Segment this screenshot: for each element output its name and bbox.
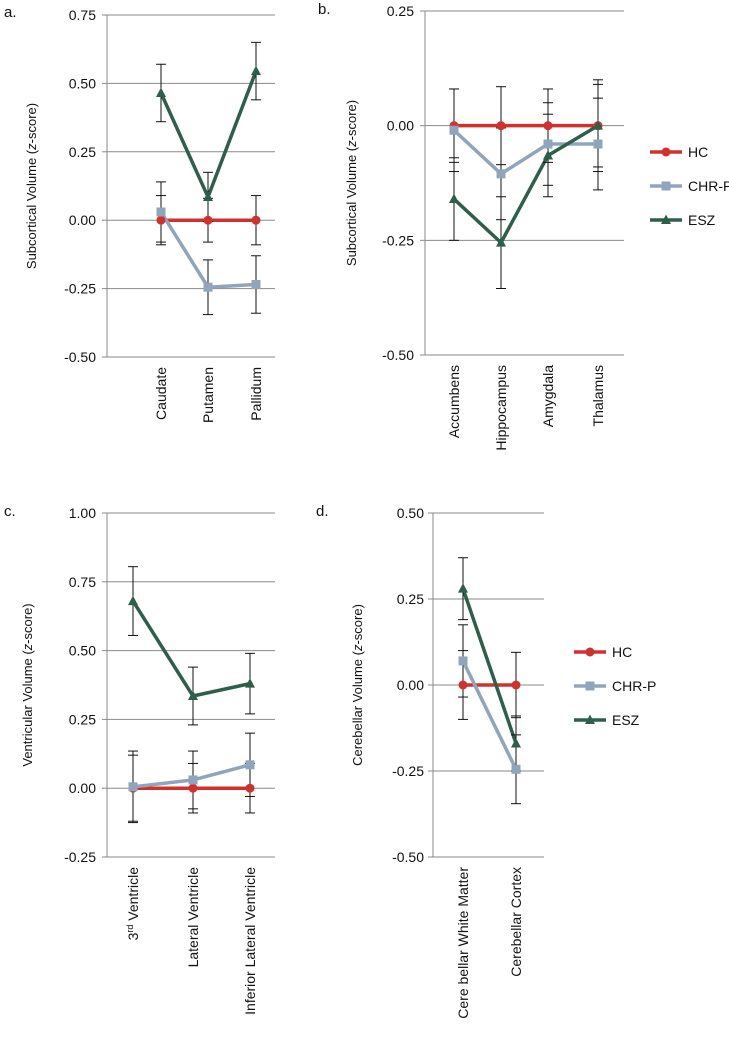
y-tick-label: -0.25: [382, 232, 414, 248]
chart-panel-c: c. 1.00 0.75 0.50 0.25 0.00 -0.25 Ventricular V…: [4, 503, 275, 1015]
y-tick-label: 0.00: [69, 212, 96, 228]
data-point-hc: [251, 215, 261, 225]
data-point-chr-p: [245, 760, 255, 770]
data-point-esz: [203, 191, 213, 201]
y-tick-label: 0.50: [69, 75, 96, 91]
data-point-esz: [251, 65, 261, 76]
data-point-chr-p: [188, 775, 198, 785]
x-tick-label: Inferior Lateral Ventricle: [242, 867, 258, 1015]
x-tick-label: 3rd Ventricle: [125, 867, 141, 941]
legend-label-chr-p: CHR-P: [612, 678, 656, 694]
legend-label-esz: ESZ: [688, 212, 716, 228]
data-point-chr-p: [496, 169, 506, 179]
x-tick-label: Thalamus: [590, 365, 606, 426]
data-point-chr-p: [156, 207, 166, 217]
legend: HC CHR-P ESZ: [574, 644, 656, 728]
data-point-hc: [543, 121, 553, 131]
y-tick-label: -0.50: [64, 349, 96, 365]
x-tick-label: Amygdala: [540, 365, 556, 427]
series-line-chr-p: [452, 128, 598, 176]
y-axis-title: Cerebellar Volume (z-score): [350, 604, 365, 766]
panel-label: b.: [318, 1, 331, 18]
x-tick-label: Pallidum: [248, 367, 264, 421]
panel-label: d.: [316, 503, 329, 520]
data-point-hc: [511, 680, 521, 690]
y-tick-label: -0.50: [392, 849, 424, 865]
series-line-esz: [452, 124, 599, 245]
data-point-hc: [458, 680, 468, 690]
legend-label-hc: HC: [688, 144, 708, 160]
data-point-esz: [156, 87, 166, 97]
data-point-chr-p: [543, 139, 553, 149]
y-tick-label: -0.25: [64, 849, 96, 865]
legend-marker-esz: [585, 714, 595, 724]
y-tick-label: 0.00: [397, 677, 424, 693]
y-tick-label: 0.75: [69, 574, 96, 590]
data-point-hc: [188, 783, 198, 793]
data-point-chr-p: [251, 279, 261, 289]
legend-marker-chr-p: [585, 681, 595, 691]
legend-marker-esz: [661, 214, 671, 224]
data-point-esz: [496, 237, 506, 247]
y-tick-label: 1.00: [69, 505, 96, 521]
data-point-chr-p: [511, 764, 521, 774]
data-point-chr-p: [203, 282, 213, 292]
series-line-esz: [461, 588, 518, 745]
data-point-chr-p: [593, 139, 603, 149]
y-tick-label: 0.00: [69, 780, 96, 796]
data-point-hc: [496, 121, 506, 131]
x-tick-label: Putamen: [200, 367, 216, 423]
chart-panel-b: b. 0.25 0.00 -0.25 -0.50 Subcortical Volume (…: [318, 1, 729, 451]
data-point-chr-p: [128, 782, 138, 792]
chart-panel-d: d. 0.50 0.25 0.00 -0.25 -0.50 Cerebellar Volum…: [316, 503, 656, 1019]
y-tick-label: 0.25: [69, 144, 96, 160]
series-line-esz: [131, 600, 251, 698]
x-tick-label: Cere bellar White Matter: [455, 867, 471, 1019]
x-tick-label: Lateral Ventricle: [185, 867, 201, 968]
y-tick-label: 0.00: [387, 118, 414, 134]
x-tick-label: Caudate: [153, 367, 169, 420]
data-point-hc: [156, 215, 166, 225]
y-axis-title: Subcortical Volume (z-score): [24, 103, 39, 269]
data-point-chr-p: [449, 125, 459, 135]
y-tick-label: -0.25: [64, 281, 96, 297]
y-tick-label: 0.25: [69, 711, 96, 727]
x-tick-label: Hippocampus: [493, 365, 509, 451]
data-point-hc: [245, 783, 255, 793]
data-point-esz: [449, 193, 459, 204]
data-point-esz: [245, 678, 255, 688]
y-tick-label: 0.50: [397, 505, 424, 521]
series-line-chr-p: [461, 660, 518, 771]
data-point-chr-p: [458, 656, 468, 666]
x-tick-label: Cerebellar Cortex: [508, 867, 524, 977]
y-tick-label: -0.50: [382, 347, 414, 363]
legend-marker-hc: [661, 147, 671, 157]
legend-label-chr-p: CHR-P: [688, 178, 729, 194]
legend-marker-hc: [585, 647, 595, 657]
y-axis-title: Ventricular Volume (z-score): [20, 603, 35, 766]
data-point-esz: [593, 120, 603, 130]
legend-label-esz: ESZ: [612, 712, 640, 728]
y-tick-label: 0.75: [69, 7, 96, 23]
data-point-esz: [458, 583, 468, 593]
x-tick-label: Accumbens: [446, 365, 462, 438]
data-point-esz: [543, 149, 553, 160]
y-tick-label: 0.50: [69, 643, 96, 659]
panel-label: a.: [4, 4, 17, 21]
y-tick-label: 0.25: [387, 3, 414, 19]
y-tick-label: -0.25: [392, 763, 424, 779]
y-tick-label: 0.25: [397, 591, 424, 607]
data-point-esz: [128, 595, 138, 606]
data-point-hc: [203, 215, 213, 225]
legend-label-hc: HC: [612, 644, 632, 660]
data-point-esz: [511, 737, 521, 748]
chart-panel-a: a. 0.75 0.50 0.25 0.00 -0.25 -0.50 Subcortical …: [4, 4, 275, 423]
y-axis-title: Subcortical Volume (z-score): [344, 100, 359, 266]
data-point-esz: [188, 690, 198, 701]
legend: HC CHR-P ESZ: [650, 144, 729, 228]
panel-label: c.: [4, 503, 16, 520]
legend-marker-chr-p: [661, 181, 671, 191]
